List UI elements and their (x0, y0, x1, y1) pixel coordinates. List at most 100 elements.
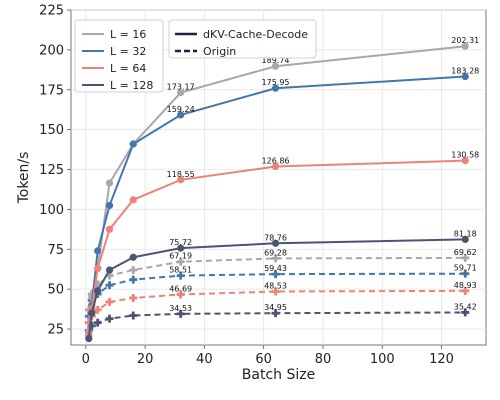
data-point (271, 239, 280, 247)
y-tick-label: 75 (47, 243, 64, 258)
series-line (87, 238, 466, 339)
style-legend-frame (168, 19, 317, 59)
data-point-plus (129, 311, 138, 320)
data-label: 67.19 (169, 252, 192, 261)
series-line (87, 272, 466, 317)
data-point (94, 247, 102, 255)
data-label: 159.24 (167, 105, 195, 114)
legend-entry-label: L = 32 (110, 45, 146, 58)
data-point-plus (461, 269, 470, 278)
x-axis-label: Batch Size (242, 367, 315, 383)
data-point-plus (176, 257, 185, 266)
data-point-plus (129, 275, 138, 284)
data-label: 34.53 (169, 304, 192, 313)
data-label: 81.18 (454, 229, 477, 238)
length-legend-frame (74, 19, 164, 93)
data-point (461, 72, 469, 81)
data-point (461, 157, 469, 165)
y-tick-label: 25 (47, 323, 64, 338)
data-point-plus (129, 266, 138, 275)
x-tick-label: 80 (315, 352, 332, 367)
data-point-plus (461, 253, 470, 262)
data-label: 34.95 (264, 303, 287, 312)
data-point-plus (271, 309, 280, 318)
data-point (461, 42, 469, 50)
data-label: 126.86 (262, 157, 290, 166)
data-label: 189.74 (262, 56, 290, 65)
data-point (105, 179, 114, 187)
y-axis-ticks: 25 50 75 100 125 150 175 200 225 (39, 4, 71, 338)
series-origin-64 (84, 286, 470, 327)
x-tick-label: 100 (370, 352, 395, 367)
data-label: 202.31 (451, 36, 479, 45)
data-label: 173.17 (167, 83, 195, 92)
data-label: 75.72 (169, 238, 192, 247)
length-legend: L = 16 L = 32 L = 64 L = 128 (74, 19, 164, 93)
data-point-plus (129, 293, 138, 302)
x-axis-ticks: 0 20 40 60 80 100 120 (82, 345, 454, 367)
data-point (105, 201, 114, 210)
y-tick-label: 200 (39, 43, 64, 58)
data-point-plus (461, 286, 470, 295)
x-tick-label: 20 (137, 352, 154, 367)
series-line (87, 256, 466, 311)
data-label: 59.71 (454, 264, 477, 273)
data-point-plus (93, 305, 102, 314)
data-point (129, 140, 137, 148)
legend-entry-label: L = 16 (110, 28, 146, 41)
data-point-plus (105, 314, 114, 323)
legend-entry-label: dKV-Cache-Decode (203, 28, 308, 41)
data-label: 175.95 (262, 78, 290, 87)
data-point-plus (271, 270, 280, 279)
data-label: 130.58 (451, 151, 479, 160)
data-label: 118.55 (167, 170, 195, 179)
data-point-plus (271, 254, 280, 263)
y-tick-label: 100 (39, 203, 64, 218)
data-point-plus (461, 308, 470, 317)
data-point (271, 84, 280, 92)
data-point (177, 176, 185, 184)
data-point (271, 162, 280, 171)
series-line (87, 159, 466, 336)
data-point (177, 111, 185, 119)
data-point (129, 196, 137, 204)
data-point-plus (271, 287, 280, 296)
data-point-plus (176, 309, 185, 318)
x-tick-label: 120 (429, 352, 454, 367)
series-line (87, 289, 466, 324)
data-point (105, 225, 114, 233)
data-label: 69.28 (264, 248, 287, 257)
data-label: 46.69 (169, 284, 192, 293)
x-tick-label: 0 (82, 352, 90, 367)
data-label: 48.53 (264, 282, 287, 291)
legend-entry-label: Origin (203, 45, 236, 58)
data-point-plus (105, 297, 114, 306)
data-label: 48.93 (454, 281, 477, 290)
data-label: 69.62 (454, 248, 477, 257)
data-point (85, 335, 93, 343)
y-axis-label: Token/s (16, 152, 32, 205)
data-point (94, 264, 102, 273)
y-tick-label: 175 (39, 83, 64, 98)
data-point (271, 62, 280, 70)
data-point (177, 89, 185, 97)
y-tick-label: 150 (39, 123, 64, 138)
data-labels: 173.17 189.74 202.31 159.24 175.95 183.28 118.… (167, 36, 480, 313)
data-point-plus (93, 318, 102, 327)
data-point (88, 309, 96, 317)
data-point-plus (176, 290, 185, 299)
x-tick-label: 60 (255, 352, 272, 367)
series-group (84, 42, 470, 343)
legend-entry-label: L = 64 (110, 62, 146, 75)
data-label: 58.51 (169, 266, 192, 275)
data-point (177, 244, 185, 252)
y-tick-label: 50 (47, 283, 64, 298)
series-dkv-cache-decode-128 (85, 235, 469, 343)
y-tick-label: 125 (39, 163, 64, 178)
x-tick-label: 40 (196, 352, 213, 367)
series-line (87, 311, 466, 332)
data-label: 183.28 (451, 67, 479, 76)
data-point-plus (105, 281, 114, 290)
data-label: 35.42 (454, 302, 477, 311)
